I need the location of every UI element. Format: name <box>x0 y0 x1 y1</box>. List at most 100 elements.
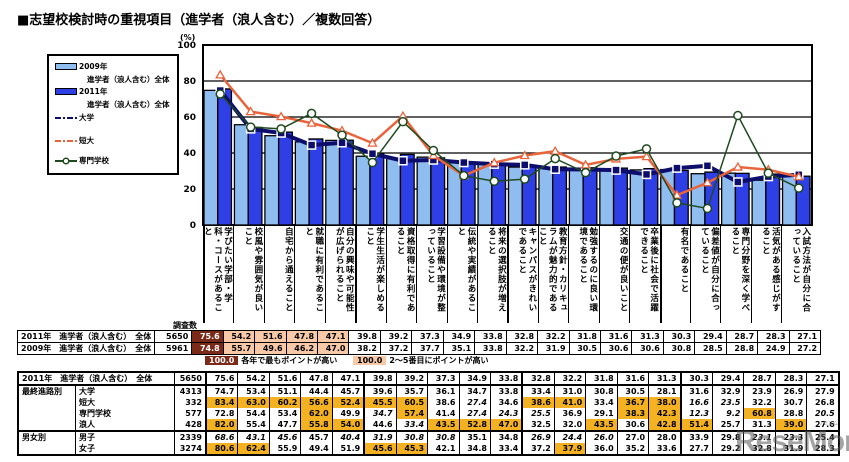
table-cell: 75.6 <box>205 372 238 385</box>
table-cell: 52.4 <box>331 397 365 408</box>
legend-sub-2009: 進学者（浪人含む）全体 <box>87 75 170 84</box>
page-title: ■志望校検討時の重視項目（進学者（浪人含む）／複数回答） <box>17 13 381 28</box>
table-cell: 68.6 <box>205 430 238 443</box>
row-label: 2011年 進学者（浪人含む） 全体 <box>16 330 156 343</box>
table-cell: 28.7 <box>725 330 759 343</box>
table-cell: 41.4 <box>427 408 459 419</box>
high-value-swatch: 100.0 <box>353 356 387 365</box>
table-cell: 43.5 <box>585 419 618 431</box>
table-cell: 23.1 <box>743 430 776 443</box>
table-cell: 32.2 <box>743 397 776 408</box>
chart-legend: 2009年 進学者（浪人含む）全体 2011年 進学者（浪人含む）全体 大学 短… <box>47 54 179 175</box>
table-cell: 43.5 <box>427 419 459 431</box>
table-cell: 9.2 <box>711 408 744 419</box>
table-cell: 34.7 <box>363 408 397 419</box>
table-cell: 56.6 <box>300 397 333 408</box>
table-cell: 28.8 <box>774 408 807 419</box>
table-cell: 31.8 <box>585 372 618 385</box>
table-cell: 33.6 <box>648 443 681 455</box>
y-tick-0: 0 <box>189 221 196 231</box>
table-cell: 63.0 <box>237 397 270 408</box>
circle-marker-line-icon <box>55 156 77 165</box>
table-cell: 27.4 <box>458 397 491 408</box>
table-cell: 37.2 <box>521 443 555 455</box>
category-label: 学習設備や環境が整っていること <box>416 225 446 323</box>
row-label: 男子 <box>75 430 175 443</box>
breakdown-table: 2011年 進学者（浪人含む） 全体 5650 75.6 54.2 51.6 47.8 47… <box>17 371 840 456</box>
table-cell: 54.0 <box>331 419 365 431</box>
table-cell: 53.4 <box>237 384 270 397</box>
category-label: 学生生活が楽しめること <box>355 225 385 323</box>
table-cell: 45.7 <box>300 430 333 443</box>
table-cell: 39.2 <box>379 330 413 343</box>
table-cell: 29.4 <box>711 372 744 385</box>
category-labels: 学びたい学部・学科・コースがあること 校風や雰囲気が良いこと 自宅から通えること 就職… <box>203 225 812 323</box>
table-cell: 47.1 <box>331 372 365 385</box>
category-label: キャンパスがきれいであること <box>507 225 537 323</box>
row-label: 浪人 <box>75 419 175 431</box>
table-cell: 45.7 <box>331 384 365 397</box>
table-cell: 23.9 <box>743 384 776 397</box>
table-cell: 51.1 <box>268 384 301 397</box>
table-cell: 55.8 <box>300 419 333 431</box>
table-cell: 32.8 <box>743 443 776 455</box>
table-cell: 49.4 <box>300 443 333 455</box>
row-label: 短大 <box>75 397 175 408</box>
category-label: 学びたい学部・学科・コースがあること <box>203 225 233 323</box>
table-cell: 31.9 <box>537 342 570 355</box>
category-label: 卒業後に社会で活躍できること <box>629 225 659 323</box>
table-cell: 39.8 <box>348 330 381 343</box>
table-cell: 47.0 <box>317 342 350 355</box>
table-cell: 52.8 <box>458 419 491 431</box>
table-cell: 60.5 <box>395 397 428 408</box>
row-label: 専門学校 <box>75 408 175 419</box>
category-label: 入試方法が自分に合っていること <box>781 225 811 323</box>
swatch-2011-icon <box>55 88 77 95</box>
table-cell: 82.0 <box>205 419 238 431</box>
category-label: 就職に有利であること <box>294 225 324 323</box>
table-cell: 33.8 <box>474 342 507 355</box>
table-cell: 28.1 <box>648 384 681 397</box>
table-cell: 35.1 <box>458 430 491 443</box>
table-row: 専門学校 577 72.8 54.4 53.4 62.0 49.9 34.7 57.4 41.4 2… <box>18 408 839 419</box>
table-cell: 42.8 <box>648 419 681 431</box>
table-row: 2011年 進学者（浪人含む） 全体 5650 75.6 54.2 51.6 47.8 47… <box>16 330 822 343</box>
table-cell: 39.8 <box>363 372 397 385</box>
table-row: 女子 3274 80.6 62.4 55.9 49.4 51.9 45.6 45.3 42.1 34… <box>18 443 839 455</box>
table-cell: 39.6 <box>363 384 397 397</box>
table-cell: 33.4 <box>395 419 428 431</box>
table-cell: 30.8 <box>395 430 428 443</box>
group-label <box>18 419 76 431</box>
table-cell: 27.4 <box>458 408 491 419</box>
table-cell: 33.9 <box>679 430 713 443</box>
table-cell: 72.8 <box>205 408 238 419</box>
table-cell: 30.8 <box>585 384 618 397</box>
table-row: 男女別 男子 2339 68.6 43.1 45.6 45.7 40.4 31.9 30.8 30.… <box>18 430 839 443</box>
category-label: 自分の興味や可能性が広げられること <box>324 225 355 323</box>
table-cell: 28.3 <box>806 443 839 455</box>
table-cell: 31.3 <box>743 419 776 431</box>
table-cell: 34.9 <box>458 372 491 385</box>
table-cell: 37.3 <box>411 330 444 343</box>
table-cell: 31.0 <box>553 384 586 397</box>
table-cell: 49.9 <box>331 408 365 419</box>
table-cell: 29.8 <box>711 430 744 443</box>
table-cell: 26.0 <box>585 430 618 443</box>
table-row: 最終進路別 大学 4313 74.7 53.4 51.1 44.4 45.7 39.6 35.7 3… <box>18 384 839 397</box>
y-tick-20: 20 <box>183 185 196 195</box>
table-cell: 32.2 <box>537 330 570 343</box>
table-cell: 26.8 <box>806 397 839 408</box>
table-cell: 39.0 <box>774 419 807 431</box>
table-cell: 28.0 <box>648 430 681 443</box>
y-tick-100: 100 <box>177 41 196 51</box>
table-cell: 42.3 <box>648 408 681 419</box>
table-cell: 30.5 <box>616 384 649 397</box>
swatch-2009-icon <box>55 63 77 70</box>
table-cell: 24.3 <box>489 408 523 419</box>
table-cell: 31.8 <box>568 330 601 343</box>
category-label: 交通の便が良いこと <box>598 225 629 323</box>
category-label: 偏差値が自分に合っていること <box>690 225 720 323</box>
table-cell: 31.6 <box>679 384 713 397</box>
table-cell: 38.0 <box>648 397 681 408</box>
sample-count: 428 <box>174 419 206 431</box>
